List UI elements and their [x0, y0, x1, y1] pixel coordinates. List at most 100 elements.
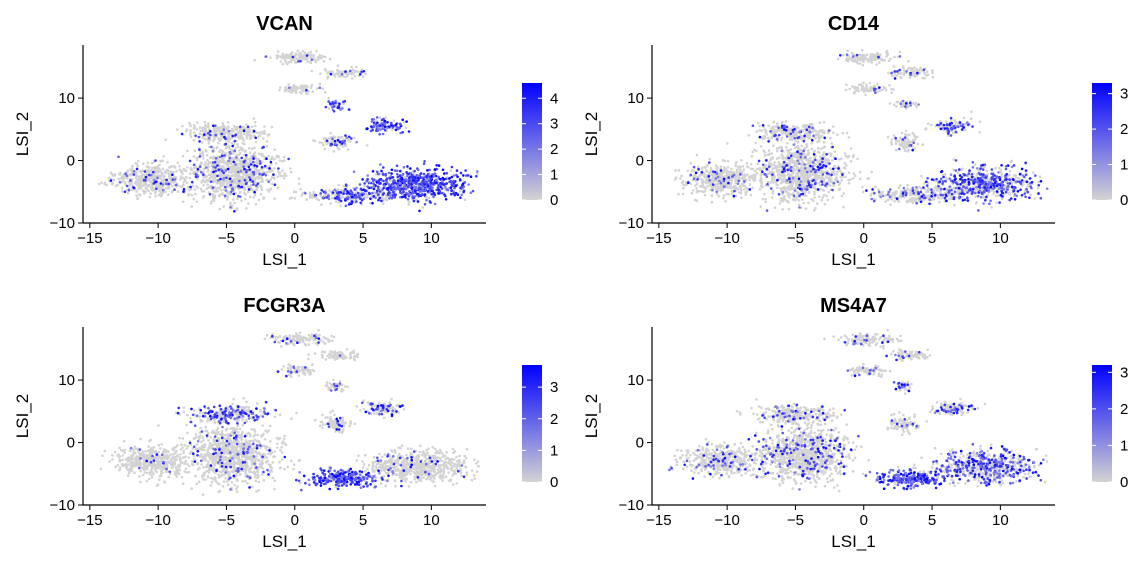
cell-point-expressing — [338, 102, 341, 105]
cell-point — [763, 154, 767, 157]
cell-point-expressing — [409, 167, 412, 170]
cell-point — [287, 83, 290, 86]
y-axis-label: LSI_2 — [13, 112, 32, 156]
cell-point — [862, 58, 865, 61]
cell-point — [793, 198, 796, 202]
cell-point — [204, 161, 207, 164]
cell-point-expressing — [329, 72, 333, 76]
cell-point — [821, 176, 824, 179]
cell-point — [219, 148, 222, 152]
cell-point — [852, 92, 856, 95]
cell-point — [745, 161, 749, 165]
cell-point — [786, 142, 789, 145]
cell-point — [809, 123, 812, 126]
cell-point — [287, 54, 290, 57]
cell-point — [835, 173, 838, 176]
cell-point — [184, 129, 188, 133]
cell-point-expressing — [247, 188, 251, 191]
cell-point — [856, 157, 859, 161]
cell-point-expressing — [209, 133, 212, 137]
cell-point — [722, 171, 725, 174]
cell-point — [276, 50, 280, 53]
cell-point-expressing — [304, 192, 307, 195]
cell-point-expressing — [214, 156, 218, 160]
cell-point — [758, 187, 762, 191]
cell-point — [924, 128, 927, 131]
cell-point — [846, 49, 849, 52]
cell-point — [841, 131, 845, 135]
cell-point-expressing — [386, 121, 389, 124]
cell-point-expressing — [335, 190, 338, 193]
cell-point-expressing — [228, 156, 232, 160]
cell-point — [761, 166, 765, 170]
cell-point — [830, 142, 833, 145]
cell-point — [859, 177, 862, 181]
cell-point-expressing — [467, 183, 470, 186]
cell-point — [741, 164, 745, 168]
cell-point — [234, 191, 238, 195]
cell-point — [834, 166, 838, 170]
cell-point — [797, 199, 801, 202]
cell-point — [234, 174, 238, 178]
cell-point — [151, 186, 155, 190]
cell-point-expressing — [216, 164, 219, 167]
cell-point — [262, 137, 265, 140]
cell-point-expressing — [348, 192, 352, 195]
cell-point — [226, 185, 230, 188]
cell-point — [193, 126, 197, 129]
cell-point — [761, 136, 764, 140]
cell-point — [235, 126, 239, 129]
cell-point — [235, 177, 239, 181]
cell-point — [208, 145, 211, 149]
cell-point — [335, 104, 338, 107]
cell-point — [103, 181, 107, 185]
cell-point — [105, 183, 109, 187]
cell-point — [350, 77, 354, 80]
cell-point — [870, 170, 873, 174]
cell-point — [773, 161, 776, 164]
cell-point — [176, 190, 180, 193]
cell-point — [712, 185, 716, 189]
cell-point-expressing — [224, 169, 228, 172]
cell-point-expressing — [386, 186, 390, 190]
cell-point — [336, 64, 340, 67]
cell-point — [171, 189, 174, 193]
cell-point — [160, 179, 164, 183]
cell-point-expressing — [223, 154, 226, 157]
cell-point — [263, 132, 267, 135]
cell-point — [737, 191, 741, 194]
cell-point — [241, 147, 245, 151]
cell-point-expressing — [144, 175, 148, 179]
cell-point — [129, 173, 133, 177]
cell-point-expressing — [233, 139, 237, 143]
cell-point-expressing — [396, 186, 399, 189]
cell-point-expressing — [451, 184, 455, 187]
y-tick-label: −10 — [50, 215, 75, 232]
cell-point-expressing — [393, 181, 397, 185]
cell-point — [862, 81, 865, 85]
cell-point — [323, 147, 327, 151]
cell-point — [824, 175, 828, 178]
cell-point — [776, 183, 780, 187]
cell-point — [807, 151, 811, 155]
cell-point-expressing — [229, 206, 232, 209]
cell-point-expressing — [420, 193, 423, 196]
cell-point-expressing — [390, 172, 393, 175]
cell-point — [179, 175, 183, 178]
cell-point — [820, 198, 824, 202]
cell-point — [227, 165, 231, 169]
cell-point — [674, 176, 678, 179]
cell-point — [776, 122, 779, 125]
cell-point-expressing — [462, 189, 466, 193]
cell-point — [240, 199, 243, 202]
cell-point — [787, 185, 790, 189]
cell-point — [336, 188, 340, 191]
y-tick-label: 0 — [67, 153, 75, 170]
cell-point — [748, 183, 752, 186]
cell-point-expressing — [461, 186, 464, 190]
cell-point — [245, 207, 248, 210]
cell-point — [842, 192, 846, 195]
cell-point — [207, 124, 210, 128]
cell-point — [312, 190, 316, 194]
